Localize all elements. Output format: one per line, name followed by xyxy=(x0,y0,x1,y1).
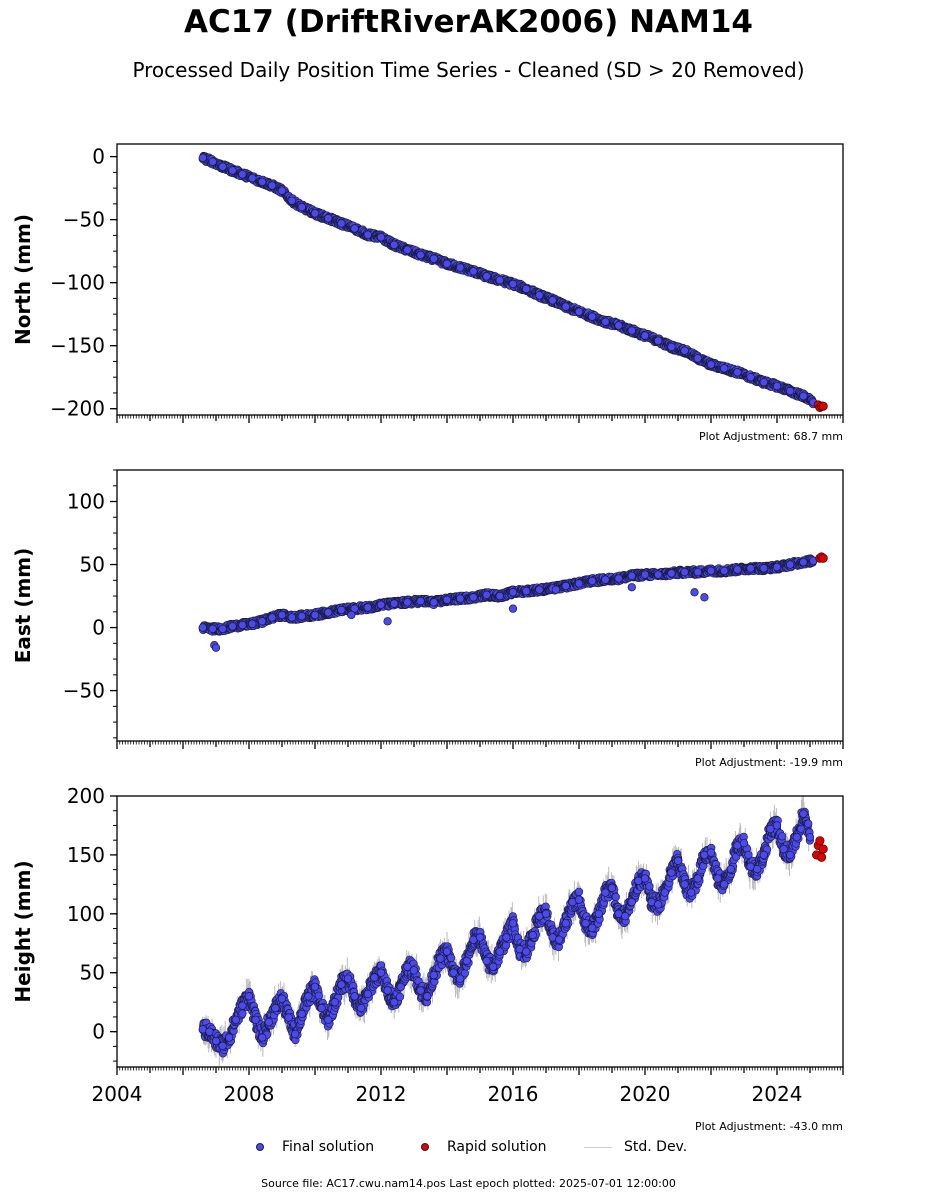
final-point xyxy=(574,307,584,316)
final-point xyxy=(680,346,689,355)
final-point xyxy=(508,279,518,289)
final-point xyxy=(667,342,676,352)
final-point xyxy=(390,240,399,249)
y-axis-label: North (mm) xyxy=(11,214,35,345)
final-point xyxy=(522,284,531,294)
final-point xyxy=(601,317,610,326)
data-marks xyxy=(198,552,828,652)
final-point xyxy=(482,272,491,281)
data-marks xyxy=(198,151,828,412)
final-point xyxy=(733,367,742,377)
rapid-point xyxy=(818,401,828,411)
y-tick-label: 0 xyxy=(92,145,105,169)
final-point xyxy=(495,275,504,285)
final-point xyxy=(218,162,227,171)
final-point xyxy=(287,196,297,205)
chart-subtitle: Processed Daily Position Time Series - C… xyxy=(132,58,805,82)
final-point xyxy=(535,291,544,300)
final-point xyxy=(561,302,570,311)
final-point xyxy=(324,214,333,223)
final-point xyxy=(337,219,346,228)
final-point xyxy=(640,331,650,340)
final-point xyxy=(759,378,768,387)
final-point xyxy=(442,259,452,268)
final-point xyxy=(267,181,277,190)
final-point xyxy=(456,263,465,272)
final-point xyxy=(248,173,257,183)
final-point xyxy=(363,230,372,239)
final-point xyxy=(429,254,438,263)
panel-1: 0 −50 −100 −150 −200 North (mm) Plot Adjustmen… xyxy=(11,143,844,443)
final-point xyxy=(786,386,795,396)
final-point xyxy=(416,250,425,260)
plot-adjustment-note: Plot Adjustment: 68.7 mm xyxy=(699,430,843,443)
final-point xyxy=(693,354,702,363)
final-point xyxy=(627,326,636,335)
y-tick-label: −100 xyxy=(50,271,105,295)
final-point xyxy=(198,153,207,163)
final-point xyxy=(228,166,237,175)
final-point xyxy=(706,360,716,369)
final-point xyxy=(469,267,478,276)
final-point xyxy=(403,245,412,255)
chart-title: AC17 (DriftRiverAK2006) NAM14 xyxy=(184,4,753,40)
y-tick-label: −200 xyxy=(50,397,105,421)
final-point xyxy=(208,157,217,166)
final-point xyxy=(310,209,320,218)
final-point xyxy=(746,373,755,382)
final-point xyxy=(614,321,623,330)
final-point xyxy=(238,170,247,179)
y-tick-label: −50 xyxy=(63,208,105,232)
final-point xyxy=(548,296,557,305)
final-point xyxy=(350,224,359,233)
y-tick-label: −150 xyxy=(50,334,105,358)
final-point xyxy=(799,391,808,401)
final-point xyxy=(376,233,386,242)
final-point xyxy=(588,312,597,321)
final-point xyxy=(654,336,663,345)
final-point xyxy=(720,364,729,373)
final-point xyxy=(297,202,306,212)
final-point xyxy=(277,186,287,195)
final-point xyxy=(772,381,782,391)
final-point xyxy=(258,177,267,186)
